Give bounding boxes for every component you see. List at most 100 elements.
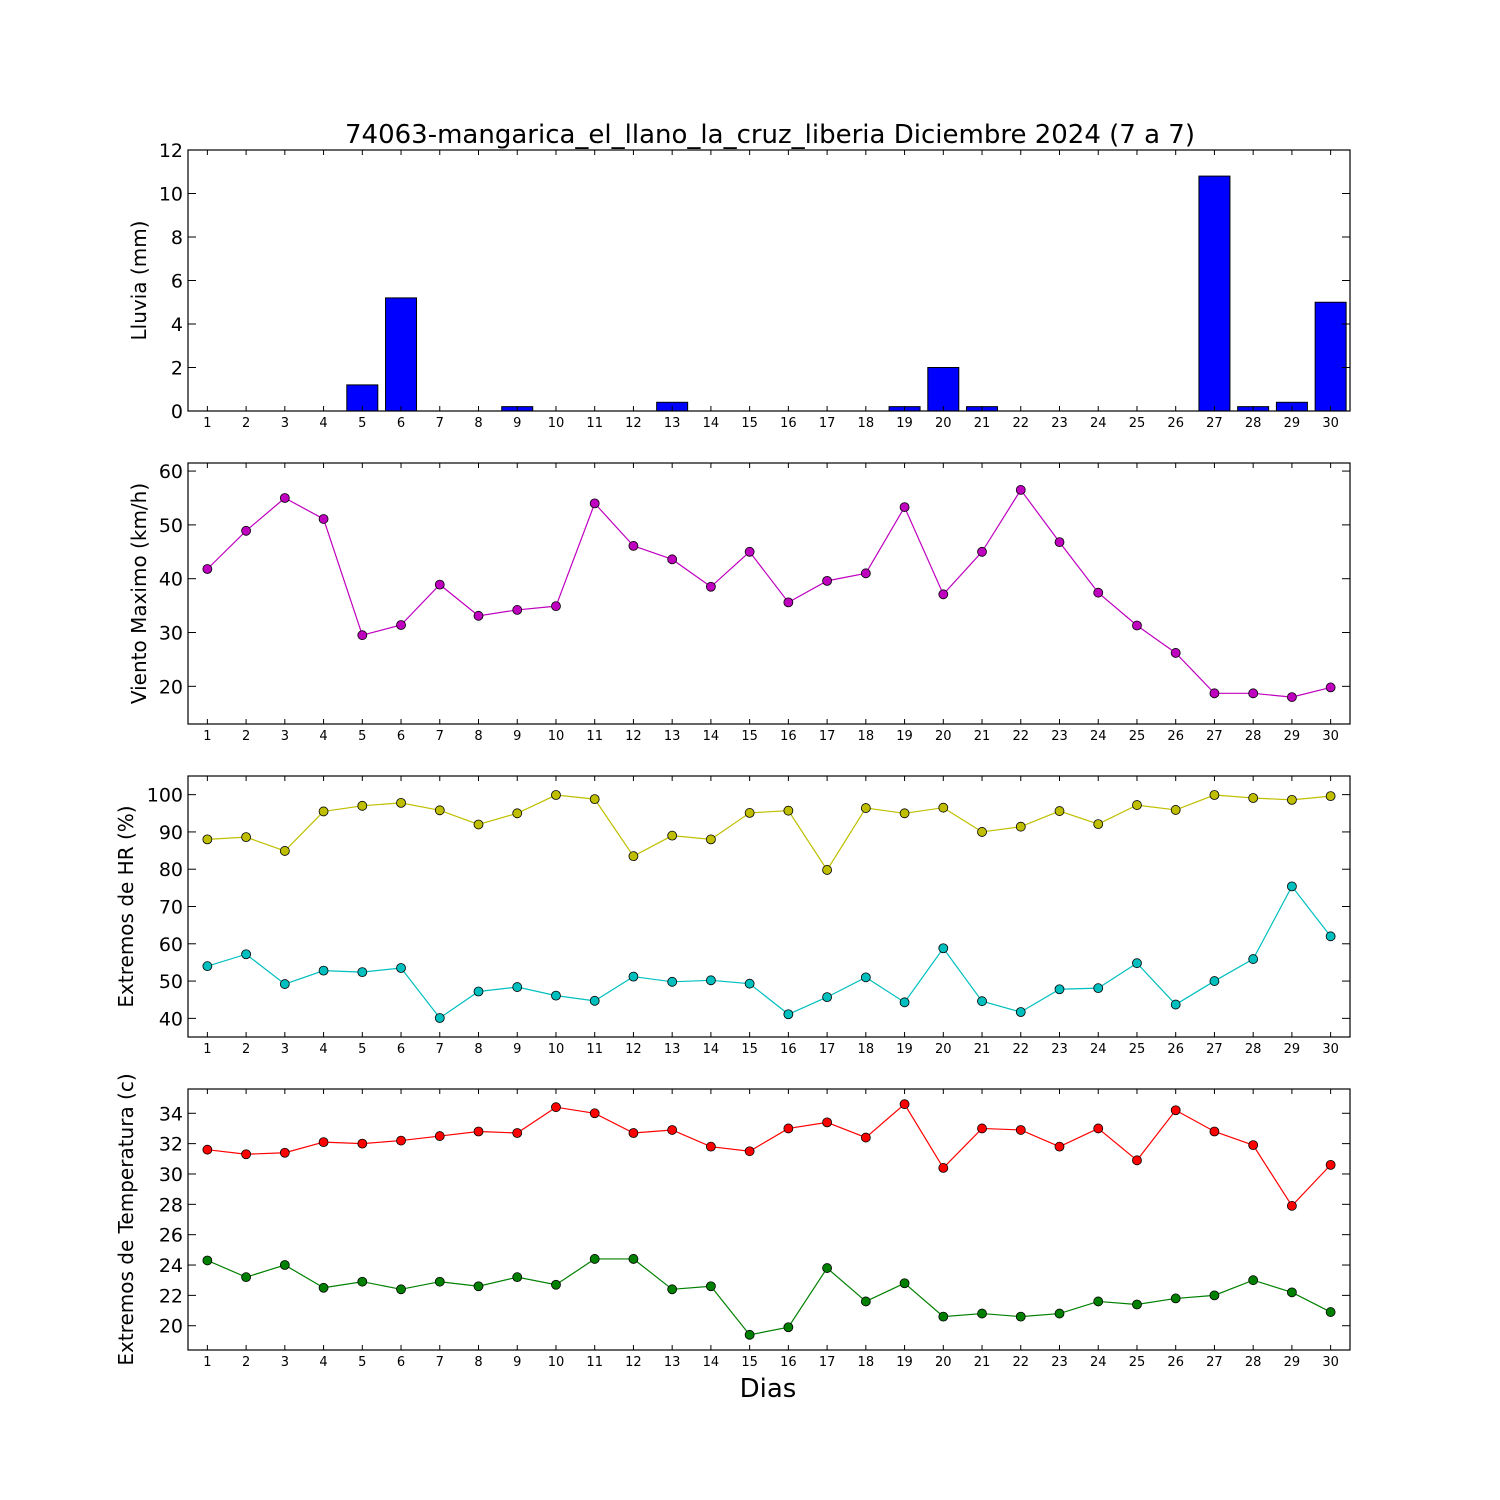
humidity-xtick-label: 4	[319, 1042, 327, 1057]
humidity-xtick-label: 22	[1012, 1042, 1029, 1057]
rainfall-xtick-label: 10	[548, 416, 565, 431]
wind-xtick-label: 1	[203, 729, 211, 744]
rainfall-xtick-label: 16	[780, 416, 797, 431]
rainfall-xtick-label: 18	[858, 416, 875, 431]
humidity-xtick-label: 29	[1284, 1042, 1301, 1057]
temperature-point	[1248, 1140, 1259, 1151]
humidity-ylabel: Extremos de HR (%)	[114, 805, 138, 1007]
wind-xtick-label: 4	[319, 729, 327, 744]
temperature-xtick-label: 15	[741, 1355, 758, 1370]
wind-ytick-label: 20	[159, 676, 183, 698]
humidity-xtick-label: 23	[1051, 1042, 1068, 1057]
humidity-point	[706, 834, 716, 845]
temperature-series-line-1	[207, 1103, 1332, 1207]
temperature-point	[396, 1135, 406, 1146]
rainfall-ytick-label: 6	[171, 271, 183, 293]
temperature-point	[1054, 1141, 1065, 1152]
wind-ytick-label: 60	[159, 461, 183, 483]
rainfall-xtick-label: 17	[819, 416, 836, 431]
temperature-point	[318, 1137, 329, 1148]
humidity-point	[279, 979, 290, 989]
humidity-point	[899, 997, 910, 1008]
humidity-point	[1209, 976, 1220, 986]
rainfall-bar	[1314, 301, 1347, 412]
temperature-point	[667, 1125, 678, 1135]
temperature-point	[1248, 1275, 1259, 1286]
humidity-point	[938, 802, 949, 813]
wind-point	[1093, 587, 1104, 598]
temperature-point	[202, 1255, 213, 1266]
temperature-point	[473, 1281, 484, 1292]
temperature-point	[589, 1254, 600, 1264]
humidity-point	[1132, 800, 1142, 810]
humidity-xtick-label: 20	[935, 1042, 952, 1057]
humidity-xtick-label: 7	[436, 1042, 444, 1057]
humidity-point	[434, 1013, 445, 1023]
wind-xtick-label: 5	[358, 729, 366, 744]
wind-point	[822, 575, 832, 586]
rainfall-xtick-label: 23	[1051, 416, 1068, 431]
temperature-point	[744, 1329, 755, 1340]
humidity-point	[512, 982, 523, 992]
wind-point	[1054, 537, 1065, 548]
rainfall-xtick-label: 3	[281, 416, 289, 431]
rainfall-xtick-label: 12	[625, 416, 642, 431]
humidity-point	[1325, 931, 1336, 942]
temperature-xtick-label: 10	[548, 1355, 565, 1370]
humidity-point	[667, 976, 678, 987]
humidity-xtick-label: 19	[896, 1042, 913, 1057]
humidity-point	[241, 832, 252, 843]
humidity-point	[1054, 984, 1065, 995]
temperature-point	[1325, 1159, 1336, 1170]
temperature-point	[1209, 1126, 1220, 1137]
temperature-xtick-label: 14	[703, 1355, 720, 1370]
humidity-point	[1170, 999, 1181, 1010]
humidity-point	[551, 790, 561, 800]
temperature-point	[551, 1279, 561, 1290]
humidity-xtick-label: 16	[780, 1042, 797, 1057]
humidity-point	[1287, 794, 1297, 805]
humidity-ytick-label: 90	[159, 822, 183, 844]
wind-point	[1015, 485, 1026, 495]
temperature-point	[822, 1117, 832, 1128]
rainfall-xtick-label: 28	[1245, 416, 1262, 431]
temperature-ytick-label: 32	[159, 1134, 183, 1156]
humidity-xtick-label: 18	[858, 1042, 875, 1057]
temperature-point	[706, 1141, 716, 1152]
rainfall-ytick-label: 8	[171, 227, 183, 249]
temperature-xtick-label: 29	[1284, 1355, 1301, 1370]
humidity-xtick-label: 15	[741, 1042, 758, 1057]
humidity-point	[589, 995, 600, 1006]
temperature-xtick-label: 7	[436, 1355, 444, 1370]
rainfall-xtick-label: 29	[1284, 416, 1301, 431]
temperature-point	[822, 1263, 832, 1273]
humidity-point	[977, 827, 987, 837]
wind-xtick-label: 18	[858, 729, 875, 744]
humidity-point	[822, 992, 832, 1002]
rainfall-bar	[927, 367, 960, 412]
wind-point	[473, 610, 484, 621]
humidity-point	[1248, 793, 1259, 803]
humidity-point	[1170, 805, 1181, 815]
temperature-ylabel: Extremos de Temperatura (c)	[114, 1073, 138, 1365]
rainfall-bar	[385, 297, 418, 412]
wind-point	[396, 620, 406, 630]
rainfall-xtick-label: 30	[1322, 416, 1339, 431]
temperature-xtick-label: 12	[625, 1355, 642, 1370]
x-axis-label: Dias	[740, 1374, 797, 1404]
temperature-xtick-label: 5	[358, 1355, 366, 1370]
temperature-point	[899, 1099, 910, 1110]
temperature-xtick-label: 23	[1051, 1355, 1068, 1370]
humidity-point	[473, 986, 484, 997]
temperature-point	[667, 1284, 678, 1295]
temperature-point	[1093, 1123, 1104, 1134]
humidity-ytick-label: 40	[159, 1008, 183, 1030]
temperature-xtick-label: 18	[858, 1355, 875, 1370]
humidity-point	[1015, 1007, 1026, 1017]
temperature-xtick-label: 20	[935, 1355, 952, 1370]
temperature-xtick-label: 19	[896, 1355, 913, 1370]
humidity-point	[860, 972, 871, 983]
humidity-point	[1132, 958, 1142, 969]
